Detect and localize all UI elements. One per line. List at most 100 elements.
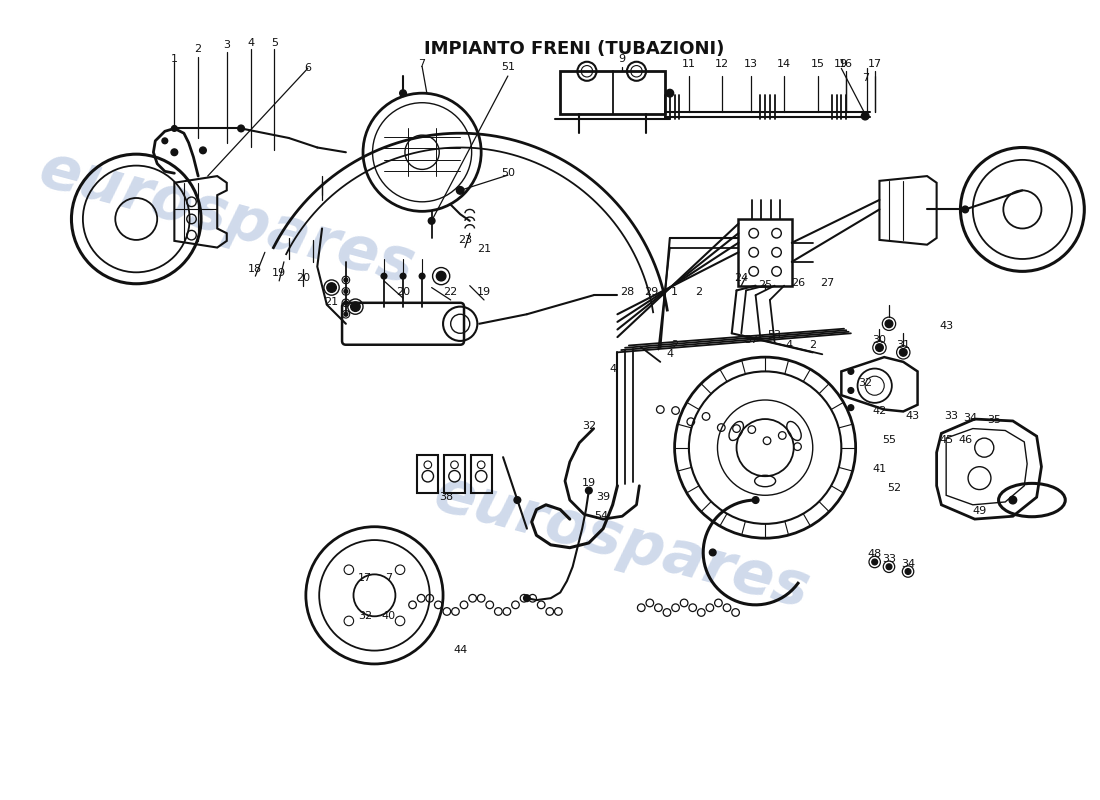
Text: 2: 2 bbox=[195, 44, 201, 54]
Text: 16: 16 bbox=[839, 58, 854, 69]
Text: 45: 45 bbox=[939, 435, 954, 445]
Text: 28: 28 bbox=[619, 287, 634, 298]
Circle shape bbox=[199, 147, 207, 154]
Circle shape bbox=[848, 388, 854, 394]
Circle shape bbox=[428, 218, 435, 224]
Text: eurospares: eurospares bbox=[428, 465, 816, 622]
Bar bbox=[560, 71, 666, 114]
Bar bbox=[738, 219, 792, 286]
Circle shape bbox=[961, 206, 968, 213]
Text: 32: 32 bbox=[858, 378, 872, 388]
Text: 17: 17 bbox=[868, 58, 882, 69]
Text: 46: 46 bbox=[958, 435, 972, 445]
Text: IMPIANTO FRENI (TUBAZIONI): IMPIANTO FRENI (TUBAZIONI) bbox=[425, 40, 725, 58]
Text: 34: 34 bbox=[962, 413, 977, 423]
Text: 24: 24 bbox=[734, 273, 748, 283]
Text: 30: 30 bbox=[872, 335, 887, 345]
Text: 50: 50 bbox=[500, 168, 515, 178]
Text: 4: 4 bbox=[667, 350, 673, 359]
Text: 33: 33 bbox=[882, 554, 896, 564]
Text: 7: 7 bbox=[861, 73, 869, 83]
Text: 26: 26 bbox=[791, 278, 805, 288]
Text: 33: 33 bbox=[944, 411, 958, 421]
Text: 32: 32 bbox=[358, 611, 372, 622]
Circle shape bbox=[848, 405, 854, 410]
Text: 11: 11 bbox=[682, 58, 696, 69]
Circle shape bbox=[1009, 496, 1016, 504]
Circle shape bbox=[344, 278, 348, 282]
Circle shape bbox=[399, 90, 406, 97]
Text: 21: 21 bbox=[477, 245, 491, 254]
Circle shape bbox=[437, 271, 446, 281]
Text: 4: 4 bbox=[785, 340, 792, 350]
Circle shape bbox=[162, 138, 167, 144]
Circle shape bbox=[344, 301, 348, 305]
Text: 34: 34 bbox=[901, 559, 915, 569]
Circle shape bbox=[172, 126, 177, 131]
Circle shape bbox=[848, 369, 854, 374]
Text: 7: 7 bbox=[418, 58, 426, 69]
Text: 4: 4 bbox=[248, 38, 254, 48]
Text: 41: 41 bbox=[872, 464, 887, 474]
Text: 4: 4 bbox=[609, 363, 616, 374]
Text: 51: 51 bbox=[500, 62, 515, 71]
Text: 43: 43 bbox=[939, 321, 954, 330]
Circle shape bbox=[381, 274, 387, 279]
Text: 9: 9 bbox=[618, 54, 626, 64]
Circle shape bbox=[456, 186, 464, 194]
Text: 39: 39 bbox=[596, 492, 611, 502]
Text: 52: 52 bbox=[887, 482, 901, 493]
Text: 6: 6 bbox=[305, 63, 311, 74]
Text: 42: 42 bbox=[872, 406, 887, 417]
Text: 22: 22 bbox=[443, 287, 458, 298]
Text: 19: 19 bbox=[477, 287, 491, 298]
Circle shape bbox=[351, 302, 360, 311]
Text: 35: 35 bbox=[987, 415, 1001, 425]
Text: 38: 38 bbox=[439, 492, 453, 502]
Text: 27: 27 bbox=[820, 278, 834, 288]
Text: 18: 18 bbox=[249, 263, 263, 274]
Text: 20: 20 bbox=[396, 287, 410, 298]
Circle shape bbox=[170, 149, 178, 155]
Text: 40: 40 bbox=[382, 611, 396, 622]
Text: 13: 13 bbox=[744, 58, 758, 69]
Circle shape bbox=[419, 274, 425, 279]
Text: 5: 5 bbox=[271, 38, 278, 48]
Text: 15: 15 bbox=[811, 58, 825, 69]
Text: 17: 17 bbox=[358, 573, 372, 583]
Text: 32: 32 bbox=[582, 421, 596, 430]
Text: 3: 3 bbox=[223, 39, 230, 50]
Circle shape bbox=[886, 320, 893, 327]
Text: 12: 12 bbox=[715, 58, 729, 69]
Circle shape bbox=[524, 595, 530, 602]
Text: 49: 49 bbox=[972, 506, 987, 517]
Text: 20: 20 bbox=[296, 273, 310, 283]
Text: 55: 55 bbox=[882, 435, 896, 445]
Circle shape bbox=[327, 283, 337, 292]
Circle shape bbox=[872, 559, 878, 565]
Circle shape bbox=[514, 497, 520, 503]
Text: 14: 14 bbox=[777, 58, 791, 69]
Circle shape bbox=[400, 274, 406, 279]
Text: 29: 29 bbox=[644, 287, 658, 298]
Circle shape bbox=[344, 312, 348, 316]
Circle shape bbox=[666, 90, 673, 97]
Text: 21: 21 bbox=[324, 297, 339, 307]
Text: 19: 19 bbox=[272, 268, 286, 278]
Circle shape bbox=[905, 569, 911, 574]
Text: 2: 2 bbox=[810, 340, 816, 350]
Text: 53: 53 bbox=[768, 330, 782, 340]
Circle shape bbox=[344, 290, 348, 294]
Text: 37: 37 bbox=[744, 335, 758, 345]
Text: 1: 1 bbox=[170, 54, 178, 64]
Text: 2: 2 bbox=[695, 287, 702, 298]
Circle shape bbox=[861, 112, 869, 120]
Text: 54: 54 bbox=[594, 511, 608, 522]
Circle shape bbox=[710, 549, 716, 556]
Text: 43: 43 bbox=[905, 411, 920, 421]
Text: 19: 19 bbox=[834, 58, 848, 69]
Circle shape bbox=[752, 497, 759, 503]
Text: 2: 2 bbox=[671, 340, 679, 350]
Text: 25: 25 bbox=[758, 280, 772, 290]
Text: 48: 48 bbox=[868, 550, 882, 559]
